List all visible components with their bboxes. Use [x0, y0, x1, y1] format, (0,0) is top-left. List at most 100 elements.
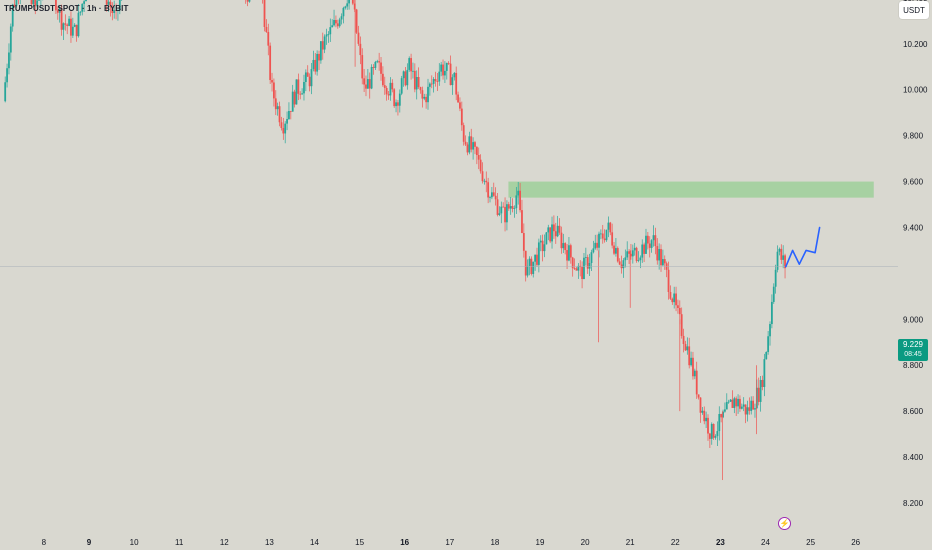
x-tick-label: 12: [220, 538, 229, 547]
candle: [643, 242, 646, 263]
candle: [724, 402, 726, 413]
candle: [262, 0, 263, 4]
candle: [404, 67, 407, 87]
candle: [408, 56, 411, 72]
candle: [245, 0, 247, 4]
candle: [564, 242, 567, 255]
candle: [746, 400, 749, 422]
candle: [327, 31, 330, 43]
candle: [652, 225, 655, 247]
candle: [338, 17, 341, 28]
candle: [329, 18, 332, 42]
candle: [378, 52, 381, 71]
candle: [761, 375, 764, 391]
candle: [83, 0, 86, 13]
candle: [481, 162, 484, 184]
candle: [115, 3, 117, 20]
candle: [522, 223, 525, 258]
candle: [609, 221, 612, 236]
candle: [412, 62, 414, 79]
candle: [663, 255, 666, 270]
candle: [543, 234, 546, 258]
candle: [774, 264, 777, 294]
candle: [374, 60, 377, 71]
candle: [117, 9, 119, 21]
candle: [780, 244, 783, 264]
candle: [372, 64, 375, 75]
candle: [553, 215, 555, 239]
candle: [438, 63, 441, 86]
candle: [299, 91, 302, 100]
candle: [475, 146, 478, 165]
candle: [427, 78, 429, 110]
candle: [622, 258, 625, 278]
candle: [532, 261, 535, 278]
candle: [770, 294, 773, 329]
candle: [494, 187, 497, 206]
candle: [502, 202, 505, 208]
demand-zone[interactable]: [508, 181, 874, 198]
candle: [511, 198, 514, 213]
candle: [763, 353, 766, 397]
candle: [530, 256, 533, 276]
candle: [340, 13, 343, 25]
candle: [417, 67, 420, 89]
candle: [722, 409, 724, 419]
candle: [444, 61, 446, 84]
candle: [485, 171, 488, 193]
projection-line[interactable]: [784, 226, 821, 268]
candle: [639, 255, 642, 269]
candle: [635, 246, 638, 263]
currency-button[interactable]: USDT: [899, 1, 929, 19]
candle: [66, 23, 69, 35]
candle: [477, 147, 480, 170]
candle: [718, 406, 721, 441]
candle: [64, 14, 67, 31]
candle: [453, 71, 456, 81]
candle: [383, 76, 386, 95]
candle: [784, 253, 786, 279]
candle: [490, 187, 493, 200]
candle: [75, 24, 78, 42]
candle: [757, 377, 760, 406]
candle: [528, 256, 531, 276]
y-tick-label: 9.400: [903, 223, 924, 232]
candle: [6, 63, 8, 88]
candle: [712, 423, 715, 440]
candle: [620, 255, 623, 274]
y-tick-label: 8.200: [903, 499, 924, 508]
candle: [295, 79, 298, 105]
candle: [677, 299, 679, 314]
candle: [385, 85, 388, 101]
candle: [284, 121, 287, 144]
candle: [425, 93, 428, 109]
candle: [782, 245, 785, 269]
candle: [703, 406, 706, 425]
lightning-icon[interactable]: ⚡: [778, 517, 791, 530]
candle: [440, 61, 443, 77]
candle: [389, 77, 392, 101]
candle: [398, 89, 401, 113]
last-price-badge: 9.229 08:45: [898, 339, 928, 361]
symbol-title: TRUMPUSDT SPOT · 1h · BYBIT: [4, 4, 129, 13]
candle: [592, 240, 595, 254]
candle: [363, 69, 366, 92]
candle: [62, 22, 65, 40]
candle: [742, 397, 745, 412]
candle: [547, 224, 550, 241]
candle: [733, 396, 736, 414]
candle: [641, 239, 644, 263]
candle: [366, 68, 369, 89]
candle: [526, 259, 529, 278]
candle: [430, 75, 433, 89]
candle: [289, 110, 292, 120]
candle: [631, 244, 634, 264]
candle: [699, 397, 702, 423]
candle: [748, 397, 751, 415]
candle: [32, 0, 35, 7]
candle: [754, 403, 756, 418]
candle: [688, 337, 691, 369]
candle: [286, 111, 288, 131]
candle: [9, 23, 12, 61]
